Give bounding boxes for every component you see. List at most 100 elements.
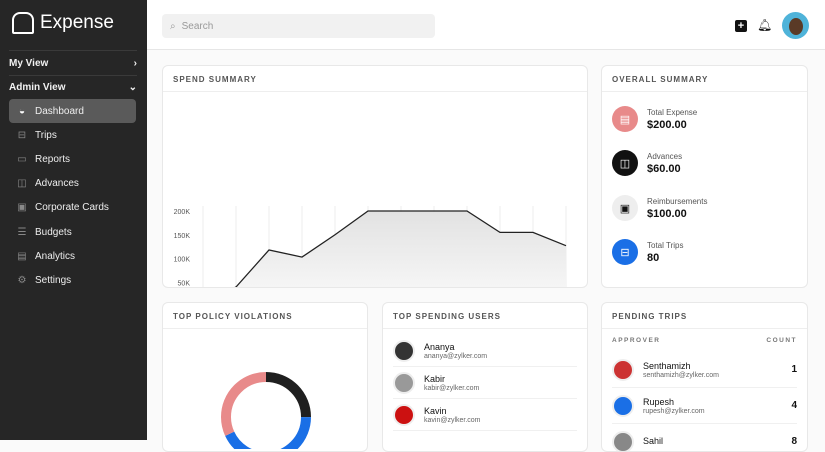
summary-icon: ▤ [612, 106, 638, 132]
search-icon: ⌕ [170, 21, 176, 32]
approver-name: Sahil [643, 436, 663, 446]
card-title: PENDING TRIPS [602, 303, 807, 329]
summary-value: $200.00 [647, 119, 697, 131]
sidebar-item-label: Trips [35, 130, 57, 141]
user-name: Kabir [424, 374, 479, 384]
user-email: kavin@zylker.com [424, 417, 481, 424]
app-title: Expense [40, 12, 114, 34]
approver-name: Senthamizh [643, 361, 719, 371]
summary-icon: ▣ [612, 195, 638, 221]
spend-chart: APRMAYJUNJULAUGSEPOCTNOVDECJANFEBMAR050K… [163, 92, 588, 288]
briefcase-icon: ⊟ [9, 130, 35, 141]
sidebar-item-label: Analytics [35, 251, 75, 262]
spend-summary-card: SPEND SUMMARY APRMAYJUNJULAUGSEPOCTNOVDE… [162, 65, 588, 288]
trip-count: 8 [791, 436, 797, 447]
trip-count: 1 [791, 364, 797, 375]
summary-value: 80 [647, 252, 683, 264]
budget-icon: ☰ [9, 227, 35, 238]
sidebar-item-corporate-cards[interactable]: ▣Corporate Cards [9, 196, 136, 220]
user-name: Kavin [424, 406, 481, 416]
sidebar-item-advances[interactable]: ◫Advances [9, 172, 136, 196]
card-icon: ▣ [9, 202, 35, 213]
summary-value: $60.00 [647, 163, 682, 175]
count-column-header: COUNT [766, 337, 797, 344]
admin-view-label: Admin View [9, 82, 66, 93]
admin-view-toggle[interactable]: Admin View ⌄ [9, 82, 137, 93]
user-name: Ananya [424, 342, 487, 352]
avatar [393, 404, 415, 426]
search-placeholder: Search [182, 21, 214, 32]
y-tick-label: 150K [174, 233, 191, 240]
user-email: ananya@zylker.com [424, 353, 487, 360]
sidebar-item-settings[interactable]: ⚙Settings [9, 268, 136, 292]
sidebar-item-label: Settings [35, 275, 71, 286]
add-button[interactable]: + [735, 20, 747, 32]
violations-donut [163, 329, 368, 449]
user-email: kabir@zylker.com [424, 385, 479, 392]
sidebar-item-analytics[interactable]: ▤Analytics [9, 244, 136, 268]
approver-name: Rupesh [643, 397, 705, 407]
app-logo[interactable]: Expense [12, 12, 114, 34]
summary-value: $100.00 [647, 208, 707, 220]
summary-item: ▣ Reimbursements $100.00 [612, 195, 707, 221]
summary-label: Total Expense [647, 108, 697, 117]
sidebar-item-label: Advances [35, 178, 79, 189]
overall-summary-card: OVERALL SUMMARY ▤ Total Expense $200.00 ◫ Ad… [601, 65, 808, 288]
sidebar: Expense My View› Admin View⌄ ◒Dashboard⊟… [0, 0, 147, 440]
avatar [612, 359, 634, 381]
summary-label: Advances [647, 152, 682, 161]
user-avatar[interactable] [782, 12, 809, 39]
y-tick-label: 100K [174, 257, 191, 264]
folder-icon: ▭ [9, 154, 35, 165]
chevron-down-icon: ⌄ [129, 82, 137, 93]
my-view-label: My View [9, 58, 48, 69]
avatar [393, 372, 415, 394]
sidebar-item-label: Budgets [35, 227, 72, 238]
receipt-logo-icon [12, 12, 34, 34]
chevron-right-icon: › [134, 58, 137, 69]
summary-label: Reimbursements [647, 197, 707, 206]
policy-violations-card: TOP POLICY VIOLATIONS [162, 302, 368, 452]
sidebar-item-dashboard[interactable]: ◒Dashboard [9, 99, 136, 123]
gauge-icon: ◒ [9, 106, 35, 117]
search-input[interactable]: ⌕ Search [162, 14, 435, 38]
avatar [612, 395, 634, 417]
my-view-toggle[interactable]: My View › [9, 58, 137, 69]
sidebar-item-label: Dashboard [35, 106, 84, 117]
approver-email: rupesh@zylker.com [643, 408, 705, 415]
area-fill [203, 211, 566, 288]
trip-count: 4 [791, 400, 797, 411]
sidebar-item-label: Reports [35, 154, 70, 165]
gear-icon: ⚙ [9, 275, 35, 286]
analytics-icon: ▤ [9, 251, 35, 262]
card-title: SPEND SUMMARY [163, 66, 587, 92]
header: ⌕ Search + 🔔︎ [147, 0, 825, 50]
sidebar-item-budgets[interactable]: ☰Budgets [9, 220, 136, 244]
y-tick-label: 50K [178, 280, 191, 287]
wallet-icon: ◫ [9, 178, 35, 189]
summary-icon: ◫ [612, 150, 638, 176]
summary-icon: ⊟ [612, 239, 638, 265]
card-title: OVERALL SUMMARY [602, 66, 807, 92]
table-row[interactable]: Sahil 8 [612, 424, 797, 452]
bell-icon[interactable]: 🔔︎ [757, 18, 772, 32]
approver-column-header: APPROVER [612, 337, 660, 344]
approver-email: senthamizh@zylker.com [643, 372, 719, 379]
summary-item: ⊟ Total Trips 80 [612, 239, 683, 265]
sidebar-item-trips[interactable]: ⊟Trips [9, 123, 136, 147]
y-tick-label: 200K [174, 209, 191, 216]
avatar [393, 340, 415, 362]
sidebar-item-reports[interactable]: ▭Reports [9, 147, 136, 171]
avatar [612, 431, 634, 452]
summary-item: ◫ Advances $60.00 [612, 150, 682, 176]
card-title: TOP SPENDING USERS [383, 303, 587, 329]
sidebar-item-label: Corporate Cards [35, 202, 109, 213]
summary-item: ▤ Total Expense $200.00 [612, 106, 697, 132]
summary-label: Total Trips [647, 241, 683, 250]
